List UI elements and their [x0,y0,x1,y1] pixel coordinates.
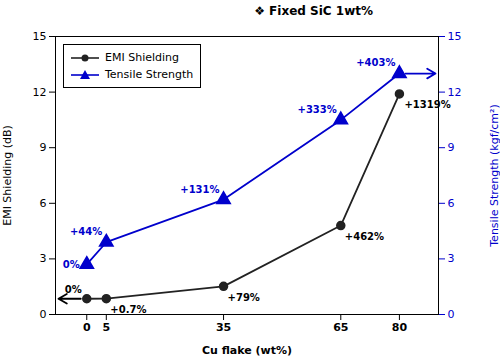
svg-text:0: 0 [83,321,91,334]
svg-text:+0.7%: +0.7% [110,304,146,315]
html-text:EMI Shielding: EMI Shielding [105,51,179,64]
svg-text:EMI Shielding (dB): EMI Shielding (dB) [1,125,14,226]
svg-text:9: 9 [448,141,455,154]
svg-text:0: 0 [448,308,455,321]
svg-text:+462%: +462% [345,231,384,242]
svg-text:+333%: +333% [298,104,337,115]
svg-text:35: 35 [216,321,231,334]
svg-text:9: 9 [40,141,47,154]
svg-text:3: 3 [448,252,455,265]
html-text:Tensile Strength: Tensile Strength [105,68,194,81]
svg-text:Tensile Strength (kgf/cm²): Tensile Strength (kgf/cm²) [488,104,500,247]
svg-text:5: 5 [102,321,110,334]
svg-text:80: 80 [392,321,408,334]
svg-text:Cu flake (wt%): Cu flake (wt%) [202,344,292,357]
svg-text:+1319%: +1319% [404,99,450,110]
svg-text:+403%: +403% [356,57,395,68]
svg-text:65: 65 [333,321,348,334]
svg-text:6: 6 [40,197,47,210]
svg-text:15: 15 [33,30,47,43]
svg-text:15: 15 [448,30,462,43]
svg-text:0%: 0% [64,283,82,295]
html-text:❖ Fixed SiC 1wt%: ❖ Fixed SiC 1wt% [254,4,373,18]
svg-text:0%: 0% [63,259,80,270]
svg-text:+44%: +44% [70,226,102,237]
svg-text:3: 3 [40,252,47,265]
svg-text:12: 12 [448,86,462,99]
svg-text:12: 12 [33,86,47,99]
svg-text:6: 6 [448,197,455,210]
svg-text:0: 0 [40,308,47,321]
svg-text:+79%: +79% [228,292,260,303]
svg-text:+131%: +131% [180,184,219,195]
